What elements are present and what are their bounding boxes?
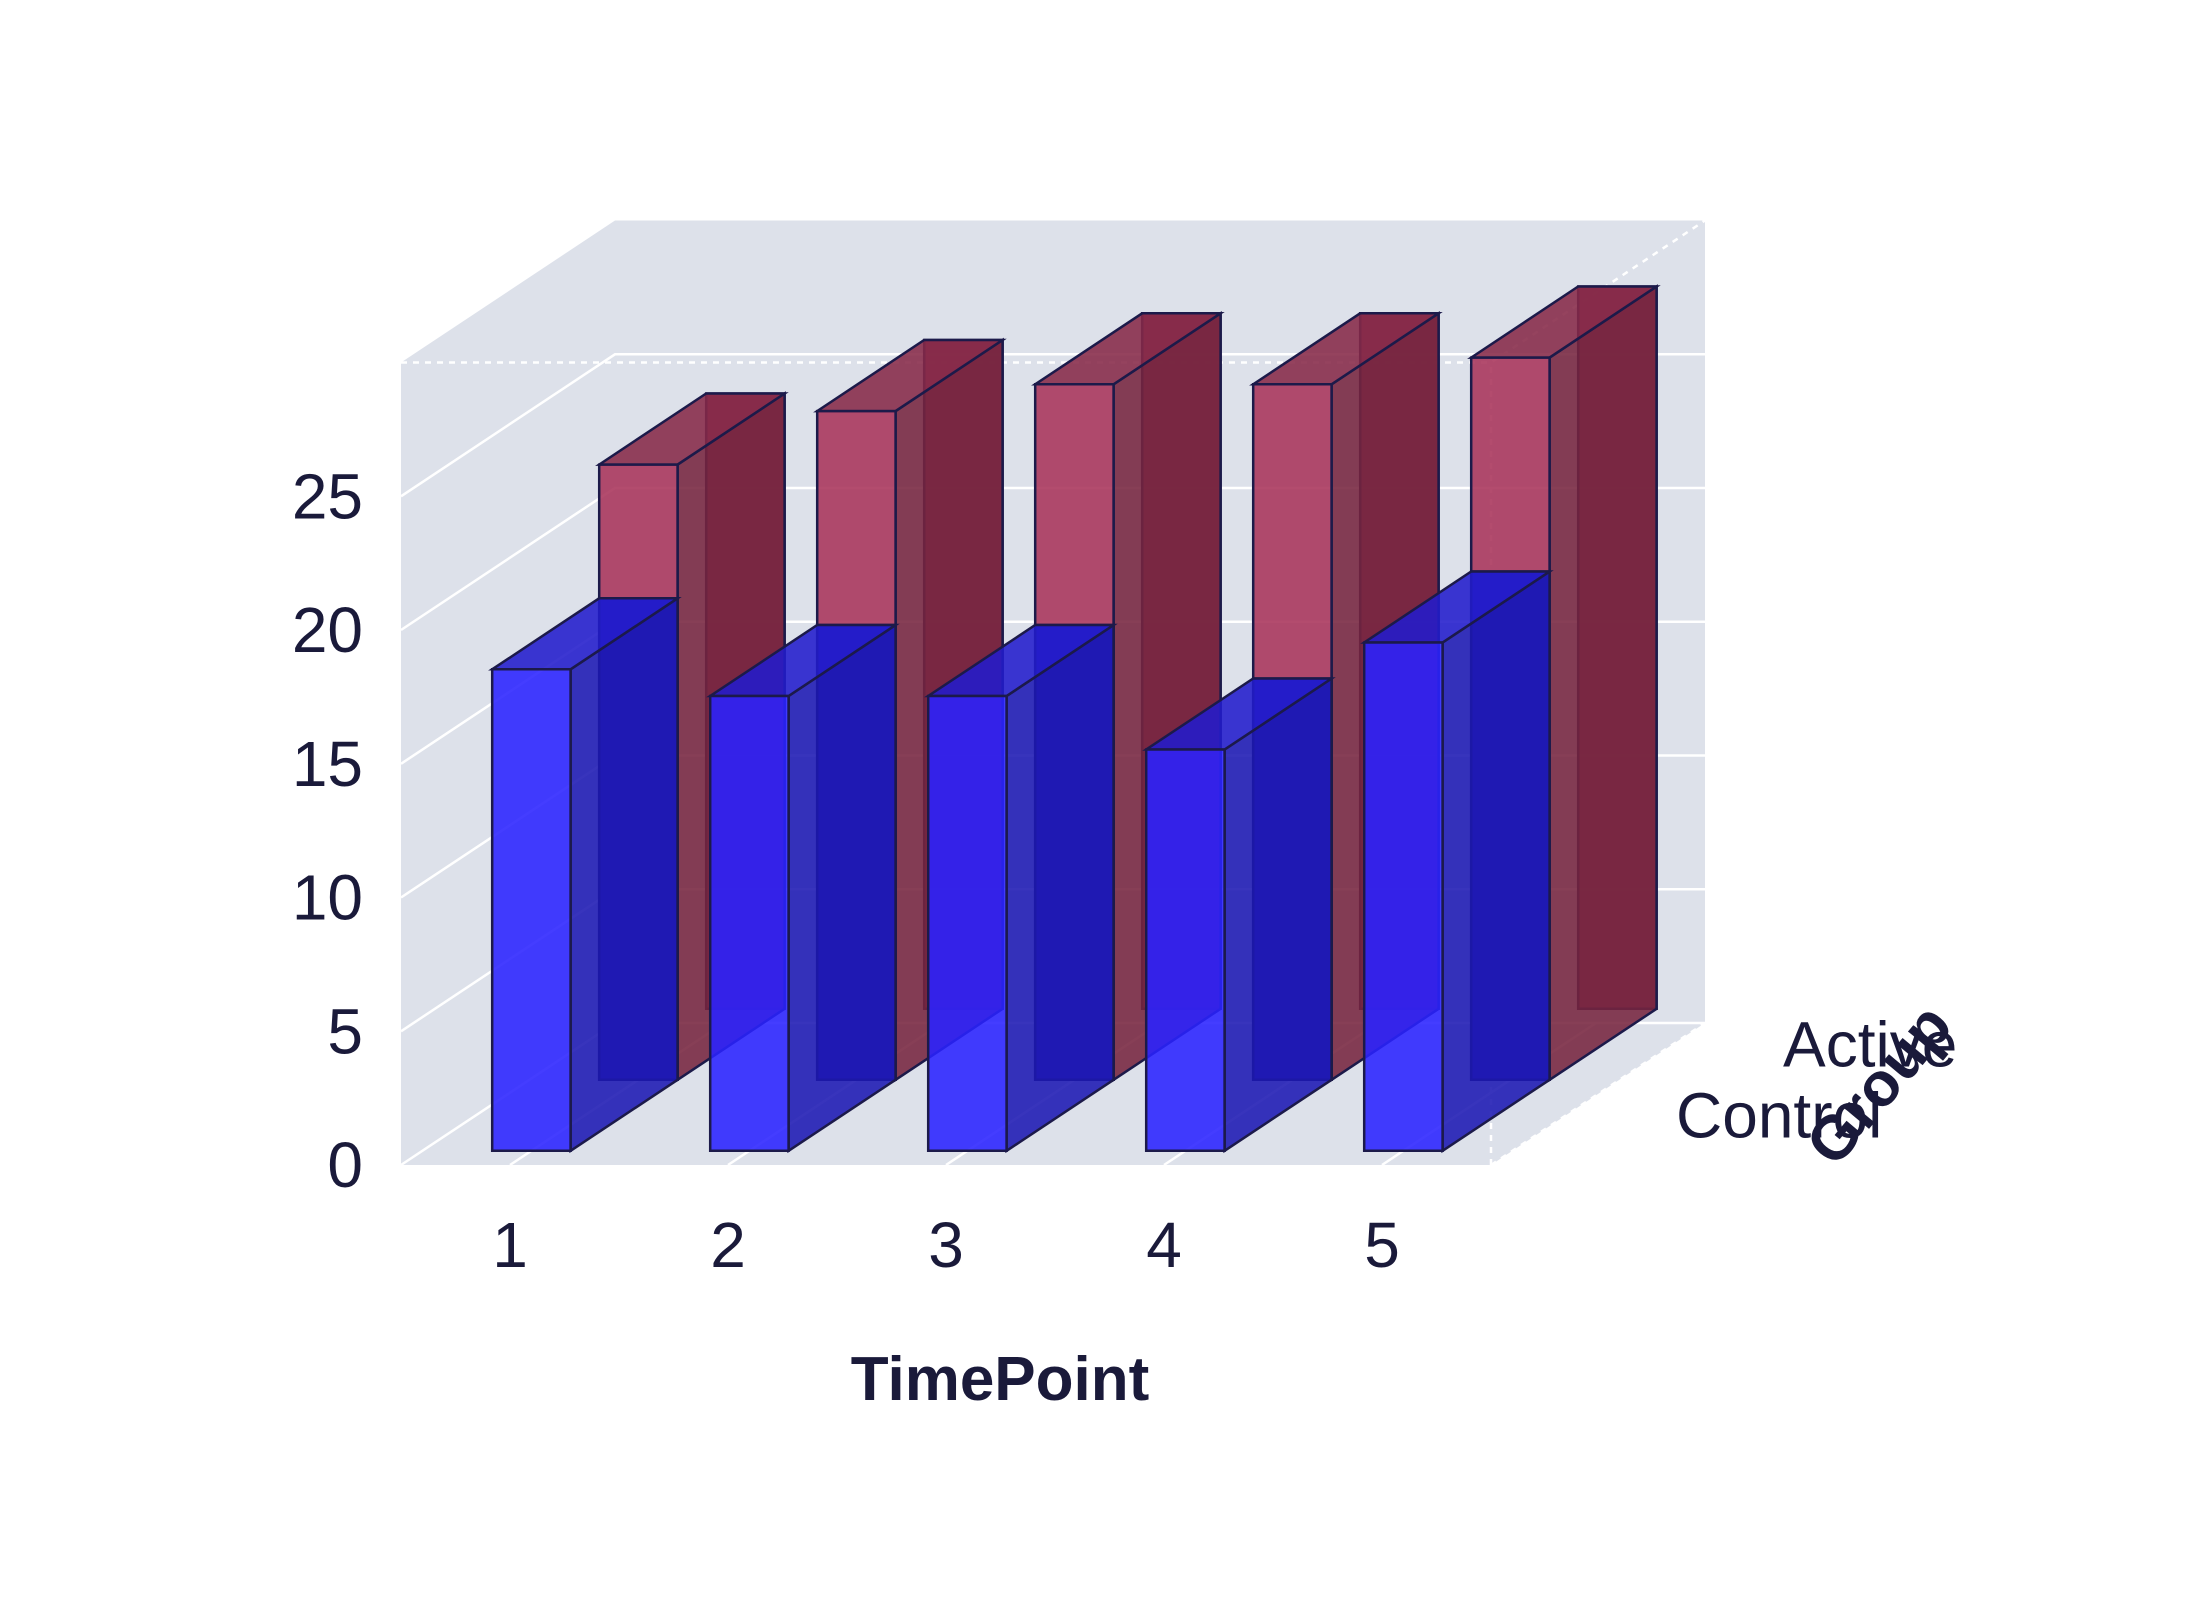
bar-front-face (1144, 748, 1226, 1153)
bar-control-2 (706, 622, 900, 1154)
bar-front-face (926, 694, 1008, 1153)
bar-control-1 (488, 595, 682, 1154)
x-tick-label: 3 (928, 1209, 964, 1281)
bar-side-face (1223, 676, 1333, 1154)
bar-side-face (569, 595, 679, 1154)
y-tick-label: 25 (292, 460, 363, 532)
y-tick-label: 10 (292, 862, 363, 934)
y-tick-label: 0 (327, 1129, 363, 1201)
z-tick-label: Active (1783, 1008, 1957, 1080)
box-edge-top (401, 219, 1706, 364)
y-tick-label: 5 (327, 995, 363, 1067)
bar-front-face (490, 668, 572, 1153)
bar-front-face (1362, 641, 1444, 1153)
bar-side-face (787, 622, 897, 1154)
chart-bars (488, 284, 1661, 1154)
y-tick-label: 15 (292, 728, 363, 800)
bar-side-face (1548, 284, 1658, 1083)
bar-front-face (708, 694, 790, 1153)
x-axis-title: TimePoint (851, 1345, 1150, 1414)
bar-side-face (1005, 622, 1115, 1154)
x-tick-label: 5 (1364, 1209, 1400, 1281)
x-tick-label: 1 (492, 1209, 528, 1281)
z-tick-label: Control (1676, 1079, 1882, 1151)
bar-control-4 (1142, 676, 1336, 1154)
x-tick-label: 2 (710, 1209, 746, 1281)
bar-side-face (1441, 569, 1551, 1154)
y-tick-label: 20 (292, 594, 363, 666)
bar-control-3 (924, 622, 1118, 1154)
x-tick-label: 4 (1146, 1209, 1182, 1281)
bar-control-5 (1360, 569, 1554, 1154)
